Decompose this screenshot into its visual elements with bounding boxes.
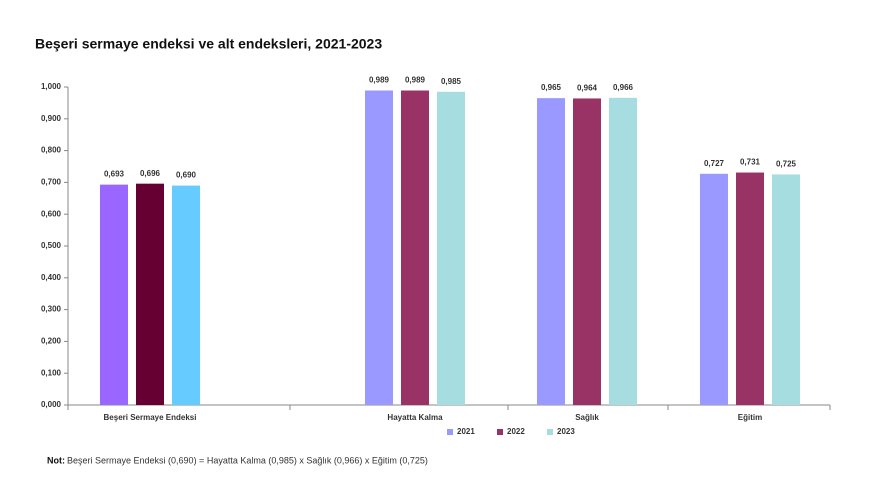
note-text: Beşeri Sermaye Endeksi (0,690) = Hayatta… <box>67 455 428 465</box>
y-tick-label: 0,400 <box>41 273 62 282</box>
bar <box>609 97 637 405</box>
value-label: 0,985 <box>441 77 462 86</box>
bar <box>573 98 601 405</box>
y-tick-label: 0,900 <box>41 114 62 123</box>
x-tick-label: Sağlık <box>575 413 599 422</box>
bar <box>172 185 200 405</box>
value-label: 0,690 <box>176 171 197 180</box>
bar <box>100 184 128 405</box>
y-tick-label: 0,800 <box>41 146 62 155</box>
value-label: 0,965 <box>541 83 562 92</box>
value-label: 0,964 <box>577 84 598 93</box>
value-label: 0,989 <box>405 76 426 85</box>
chart-title: Beşeri sermaye endeksi ve alt endeksleri… <box>35 36 382 52</box>
legend-swatch <box>497 429 503 435</box>
y-tick-label: 0,100 <box>41 368 62 377</box>
y-tick-label: 0,300 <box>41 305 62 314</box>
bar <box>537 98 565 405</box>
x-tick-label: Hayatta Kalma <box>387 413 443 422</box>
y-tick-label: 1,000 <box>41 82 62 91</box>
y-tick-label: 0,000 <box>41 400 62 409</box>
x-tick-label: Beşeri Sermaye Endeksi <box>104 413 197 422</box>
bar <box>136 183 164 405</box>
y-tick-label: 0,600 <box>41 209 62 218</box>
y-tick-label: 0,500 <box>41 241 62 250</box>
legend-label: 2022 <box>507 427 525 436</box>
value-label: 0,696 <box>140 169 161 178</box>
value-label: 0,966 <box>613 83 634 92</box>
y-tick-label: 0,700 <box>41 178 62 187</box>
note-label: Not: <box>47 455 65 465</box>
bar <box>437 91 465 406</box>
value-label: 0,731 <box>740 158 761 167</box>
bar <box>772 174 800 405</box>
bar <box>700 173 728 405</box>
legend-swatch <box>547 429 553 435</box>
bar <box>401 90 429 406</box>
y-tick-label: 0,200 <box>41 337 62 346</box>
legend-label: 2021 <box>457 427 475 436</box>
value-label: 0,693 <box>104 170 125 179</box>
legend-swatch <box>447 429 453 435</box>
value-label: 0,727 <box>704 159 725 168</box>
bar <box>736 172 764 405</box>
value-label: 0,989 <box>369 76 390 85</box>
bar <box>365 90 393 406</box>
value-label: 0,725 <box>776 160 797 169</box>
x-tick-label: Eğitim <box>738 413 762 422</box>
legend-label: 2023 <box>557 427 575 436</box>
